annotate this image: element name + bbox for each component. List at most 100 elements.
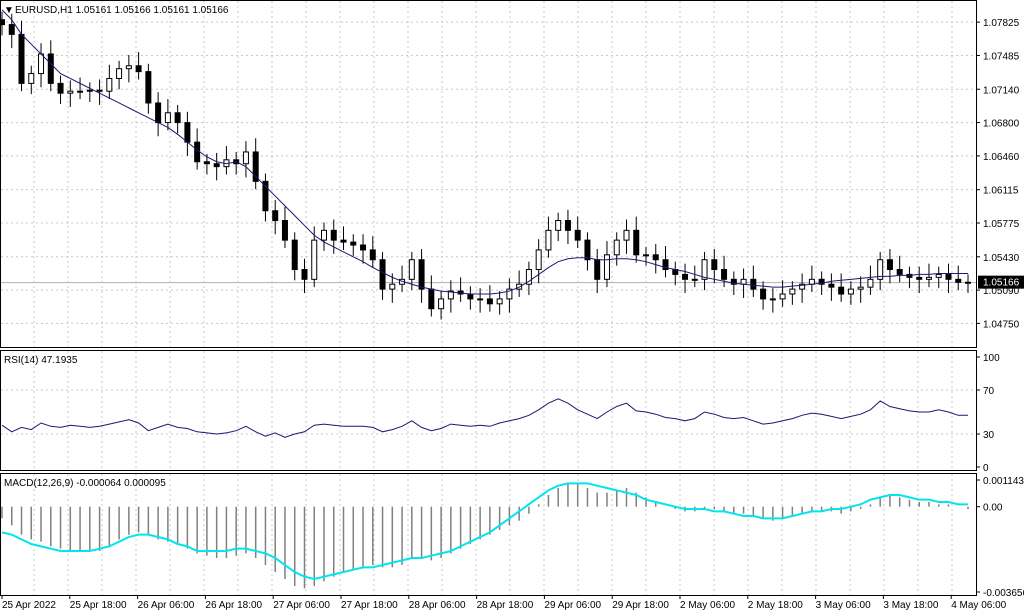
candle-body-down: [486, 298, 493, 305]
chart-dropdown-icon[interactable]: ▼: [4, 5, 14, 16]
candle-body-down: [0, 19, 5, 26]
candle-body-up: [525, 269, 532, 285]
candle-body-up: [857, 286, 864, 290]
rsi-tick-label: 100: [983, 353, 1000, 364]
candle-body-up: [506, 288, 513, 300]
macd-tick-label: 0.00: [983, 503, 1003, 514]
candle-body-down: [418, 259, 425, 290]
candle-body-up: [965, 281, 971, 284]
candle-body-down: [272, 210, 279, 222]
price-tick-label: 1.05430: [983, 253, 1020, 264]
candle-body-down: [760, 288, 767, 300]
candle-body-up: [125, 65, 132, 70]
candle-body-down: [896, 269, 903, 275]
candle-body-up: [740, 278, 747, 285]
candle-body-up: [242, 151, 249, 165]
candle-body-down: [281, 220, 288, 241]
candle-body-down: [682, 273, 689, 280]
candle-body-down: [369, 249, 376, 261]
candle-body-down: [330, 229, 337, 241]
time-tick-label: 28 Apr 18:00: [477, 600, 534, 611]
candle-body-down: [633, 229, 640, 256]
candle-body-down: [155, 102, 162, 124]
candle-body-up: [769, 298, 776, 301]
candle-body-down: [916, 276, 923, 280]
current-price-label: 1.05166: [983, 278, 1020, 289]
candle-body-down: [818, 278, 825, 285]
candle-body-down: [662, 259, 669, 271]
candle-body-down: [203, 161, 210, 165]
candle-body-down: [379, 259, 386, 290]
candle-body-down: [945, 273, 952, 280]
rsi-tick-label: 30: [983, 430, 995, 441]
candle-body-down: [750, 278, 757, 290]
time-tick-label: 25 Apr 18:00: [70, 600, 127, 611]
price-tick-label: 1.07825: [983, 18, 1020, 29]
grid-lines: [1, 1, 976, 595]
price-tick-label: 1.07140: [983, 85, 1020, 96]
time-tick-label: 2 May 06:00: [680, 600, 735, 611]
candle-body-down: [340, 239, 347, 243]
candle-body-up: [477, 298, 484, 301]
macd-tick-label: -0.003656: [983, 588, 1024, 599]
candle-body-up: [643, 254, 649, 257]
candle-body-up: [545, 229, 552, 251]
time-tick-label: 25 Apr 2022: [2, 600, 56, 611]
candle-body-down: [428, 288, 435, 310]
candle-body-down: [652, 254, 659, 261]
candle-body-down: [213, 163, 220, 168]
candle-body-up: [613, 239, 620, 256]
price-panel[interactable]: [0, 0, 977, 348]
candle-body-down: [721, 269, 728, 280]
candle-body-down: [18, 33, 25, 84]
candle-body-down: [886, 259, 893, 271]
candle-body-down: [145, 71, 152, 104]
candle-body-down: [838, 286, 845, 295]
candle-body-up: [935, 273, 942, 278]
time-tick-label: 27 Apr 06:00: [273, 600, 330, 611]
candle-body-up: [701, 259, 708, 280]
candle-body-up: [925, 276, 932, 280]
candle-body-down: [291, 239, 298, 271]
time-tick-label: 3 May 18:00: [883, 600, 938, 611]
candle-body-up: [38, 53, 45, 75]
candle-body-down: [262, 180, 269, 212]
macd-label: MACD(12,26,9) -0.000064 0.000095: [4, 478, 166, 489]
candle-body-down: [955, 278, 962, 283]
price-tick-label: 1.04750: [983, 319, 1020, 330]
candle-body-down: [574, 229, 581, 241]
rsi-tick-label: 0: [983, 463, 989, 474]
candle-body-up: [106, 77, 113, 92]
candle-body-up: [603, 254, 610, 280]
candle-body-up: [691, 278, 698, 281]
time-tick-label: 29 Apr 18:00: [612, 600, 669, 611]
candle-body-up: [847, 288, 854, 295]
moving-average-line: [1, 9, 968, 295]
candle-body-down: [135, 65, 142, 73]
price-series: [0, 9, 971, 320]
candle-body-down: [467, 293, 474, 300]
candle-body-up: [808, 278, 815, 285]
price-tick-label: 1.06460: [983, 152, 1020, 163]
candle-body-up: [789, 288, 796, 295]
candle-body-down: [96, 89, 103, 92]
macd-panel[interactable]: [0, 473, 977, 596]
time-tick-label: 27 Apr 18:00: [341, 600, 398, 611]
macd-tick-label: 0.001143: [983, 476, 1024, 487]
candle-body-up: [389, 283, 396, 290]
rsi-panel[interactable]: [0, 350, 977, 471]
candle-body-down: [252, 151, 259, 182]
candle-body-up: [86, 89, 93, 92]
time-tick-label: 4 May 06:00: [951, 600, 1006, 611]
axis-ticks: 1.07825 1.07485 1.07140 1.06800 1.06460 1.061…: [1, 18, 1024, 611]
price-tick-label: 1.05090: [983, 286, 1020, 297]
candle-body-up: [164, 112, 171, 124]
candle-body-down: [730, 278, 737, 285]
rsi-tick-label: 70: [983, 386, 995, 397]
candle-body-up: [67, 90, 74, 94]
candle-body-up: [867, 278, 874, 288]
price-tick-label: 1.05775: [983, 219, 1020, 230]
macd-signal-line: [1, 482, 968, 581]
candle-body-down: [594, 259, 601, 280]
